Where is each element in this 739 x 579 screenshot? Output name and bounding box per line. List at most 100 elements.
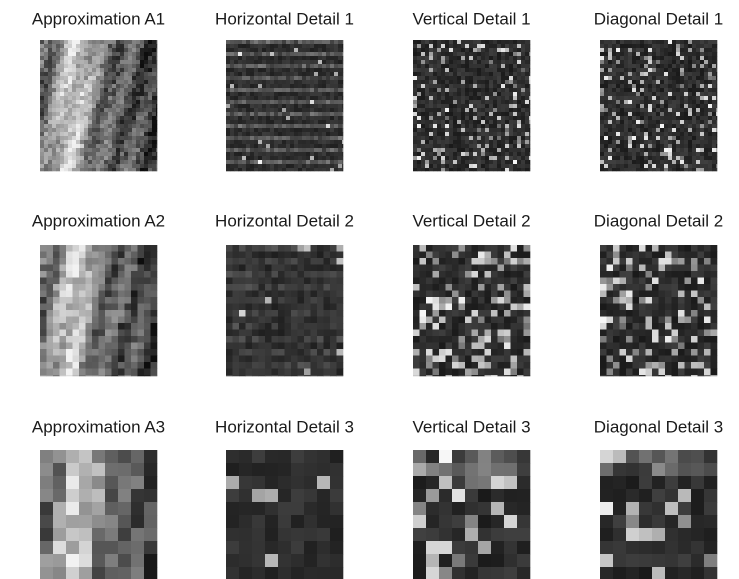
pixel xyxy=(138,349,145,356)
pixel xyxy=(64,68,68,72)
pixel xyxy=(242,136,246,140)
pixel xyxy=(274,52,278,56)
pixel xyxy=(712,156,716,160)
pixel xyxy=(66,265,73,272)
pixel xyxy=(338,140,342,144)
pixel xyxy=(632,72,636,76)
pixel xyxy=(465,108,469,112)
pixel xyxy=(668,88,672,92)
pixel xyxy=(108,164,112,168)
pixel xyxy=(628,68,632,72)
pixel xyxy=(314,72,318,76)
pixel xyxy=(429,40,433,44)
pixel xyxy=(291,317,298,324)
pixel xyxy=(604,116,608,120)
pixel xyxy=(230,76,234,80)
pixel xyxy=(138,271,145,278)
pixel xyxy=(60,68,64,72)
pixel xyxy=(96,68,100,72)
pixel xyxy=(334,140,338,144)
pixel xyxy=(258,56,262,60)
pixel xyxy=(120,168,124,171)
pixel xyxy=(112,116,116,120)
pixel xyxy=(616,124,620,128)
pixel xyxy=(306,160,310,164)
pixel xyxy=(644,92,648,96)
pixel xyxy=(294,52,298,56)
pixel xyxy=(88,44,92,48)
pixel xyxy=(632,120,636,124)
pixel xyxy=(88,52,92,56)
pixel xyxy=(692,152,696,156)
pixel xyxy=(497,68,501,72)
pixel xyxy=(652,92,656,96)
pixel xyxy=(132,168,136,171)
pixel xyxy=(266,136,270,140)
pixel xyxy=(270,152,274,156)
pixel xyxy=(612,40,616,44)
pixel xyxy=(453,116,457,120)
pixel xyxy=(700,160,704,164)
pixel xyxy=(266,100,270,104)
pixel xyxy=(125,369,132,376)
pixel xyxy=(144,317,151,324)
pixel xyxy=(616,152,620,156)
pixel xyxy=(148,108,152,112)
pixel xyxy=(242,156,246,160)
pixel xyxy=(246,258,253,265)
pixel xyxy=(513,160,517,164)
pixel xyxy=(413,96,417,100)
pixel xyxy=(80,44,84,48)
pixel xyxy=(311,375,318,376)
pixel xyxy=(238,64,242,68)
pixel xyxy=(439,310,446,317)
pixel xyxy=(60,369,67,376)
pixel xyxy=(445,40,449,44)
pixel xyxy=(704,168,708,171)
pixel xyxy=(413,271,420,278)
pixel xyxy=(254,84,258,88)
pixel xyxy=(513,48,517,52)
pixel xyxy=(620,48,624,52)
pixel xyxy=(258,40,262,44)
pixel xyxy=(144,72,148,76)
pixel xyxy=(79,271,86,278)
pixel xyxy=(461,76,465,80)
pixel xyxy=(441,144,445,148)
pixel xyxy=(92,258,99,265)
pixel xyxy=(250,120,254,124)
pixel xyxy=(148,44,152,48)
pixel xyxy=(286,56,290,60)
pixel xyxy=(40,330,47,337)
pixel xyxy=(152,164,156,168)
pixel xyxy=(259,284,266,291)
pixel xyxy=(278,317,285,324)
pixel xyxy=(417,64,421,68)
pixel xyxy=(445,140,449,144)
pixel xyxy=(704,104,708,108)
pixel xyxy=(338,56,342,60)
pixel xyxy=(513,68,517,72)
pixel xyxy=(425,164,429,168)
pixel xyxy=(274,144,278,148)
pixel xyxy=(132,64,136,68)
pixel xyxy=(250,44,254,48)
pixel xyxy=(311,284,318,291)
pixel xyxy=(132,128,136,132)
pixel xyxy=(156,120,157,124)
pixel xyxy=(628,84,632,88)
pixel xyxy=(604,112,608,116)
pixel xyxy=(96,56,100,60)
pixel xyxy=(469,168,473,171)
pixel xyxy=(246,116,250,120)
pixel xyxy=(120,80,124,84)
pixel xyxy=(525,124,529,128)
pixel xyxy=(497,140,501,144)
pixel xyxy=(501,160,505,164)
pixel xyxy=(624,112,628,116)
pixel xyxy=(116,156,120,160)
pixel xyxy=(238,48,242,52)
pixel xyxy=(465,52,469,56)
pixel xyxy=(99,278,106,285)
pixel xyxy=(660,108,664,112)
